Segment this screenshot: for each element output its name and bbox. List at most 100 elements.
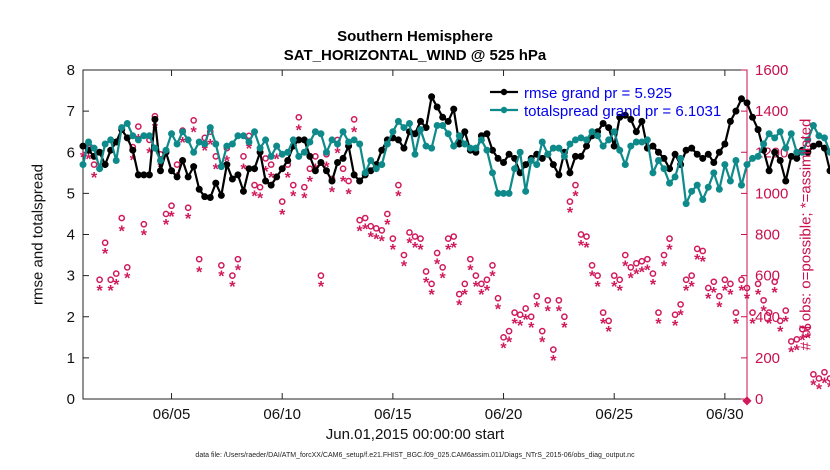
obs-possible-point [367, 222, 375, 230]
obs-assimilated-point: * [672, 318, 679, 335]
obs-possible-point [123, 264, 131, 271]
obs-assimilated-point: * [722, 283, 729, 300]
obs-assimilated-point: * [749, 316, 756, 333]
obs-assimilated-point: * [694, 252, 701, 269]
rmse-point [461, 128, 469, 136]
obs-assimilated-point: * [229, 279, 236, 296]
totalspread-point [671, 173, 679, 181]
y-right-tick-label: 600 [755, 268, 780, 285]
rmse-point [704, 150, 712, 158]
rmse-point [179, 156, 187, 164]
rmse-point [378, 146, 386, 154]
totalspread-point [367, 156, 375, 164]
obs-assimilated-point: * [390, 242, 397, 259]
totalspread-point [239, 132, 247, 140]
obs-assimilated-point: * [495, 302, 502, 319]
obs-assimilated-point: * [279, 207, 286, 224]
obs-possible-point [798, 325, 806, 333]
obs-assimilated-point: * [473, 279, 480, 296]
totalspread-point [173, 140, 181, 148]
rmse-point [654, 148, 662, 156]
obs-possible-point [538, 327, 546, 335]
obs-assimilated-point: * [716, 299, 723, 316]
obs-possible-point [594, 272, 601, 279]
obs-assimilated-point: * [124, 271, 131, 288]
totalspread-point [134, 136, 142, 144]
rmse-point [356, 177, 364, 185]
totalspread-point [583, 136, 591, 144]
totalspread-point [112, 156, 120, 164]
totalspread-point [378, 161, 386, 169]
rmse-point [483, 130, 491, 138]
totalspread-point [743, 161, 751, 169]
totalspread-point [356, 140, 364, 148]
obs-assimilated-point: * [578, 238, 585, 255]
rmse-point [273, 173, 281, 181]
totalspread-point [206, 124, 214, 132]
totalspread-point [787, 130, 795, 138]
obs-assimilated-point: * [290, 188, 297, 205]
rmse-point [688, 144, 696, 152]
rmse-point [627, 115, 635, 123]
obs-possible-point [361, 214, 369, 222]
obs-possible-point [312, 153, 319, 160]
totalspread-point [284, 148, 292, 156]
obs-assimilated-point: * [550, 353, 557, 370]
x-axis-label: Jun.01,2015 00:00:00 start [325, 426, 505, 443]
obs-assimilated-point: * [307, 174, 314, 191]
obs-possible-point [522, 305, 530, 312]
obs-assimilated-point: * [755, 287, 762, 304]
totalspread-point [251, 128, 259, 136]
totalspread-point [754, 152, 762, 160]
rmse-point [826, 167, 830, 175]
obs-possible-point [710, 278, 718, 286]
obs-possible-point [339, 165, 347, 173]
obs-possible-point [466, 255, 474, 263]
obs-assimilated-point: * [467, 262, 474, 279]
totalspread-point [179, 128, 187, 136]
y-axis-label-right: # of obs: o=possible; *=assimilated [797, 118, 815, 351]
obs-assimilated-point: * [650, 277, 657, 294]
totalspread-point [820, 134, 828, 142]
totalspread-point [621, 161, 629, 169]
obs-possible-point [549, 346, 557, 353]
chart-title-line-2: SAT_HORIZONTAL_WIND @ 525 hPa [283, 47, 547, 64]
rmse-point [599, 119, 607, 127]
obs-possible-point [776, 317, 784, 325]
obs-assimilated-point: * [572, 188, 579, 205]
obs-possible-point [444, 235, 452, 242]
obs-possible-point [704, 284, 712, 292]
obs-possible-point [190, 117, 198, 124]
x-tick-label: 06/30 [706, 406, 744, 423]
obs-possible-point [771, 278, 779, 286]
y-left-tick-label: 5 [67, 185, 75, 202]
obs-possible-point [693, 245, 701, 253]
obs-possible-point [749, 309, 756, 316]
obs-assimilated-point: * [805, 330, 812, 347]
rmse-point [699, 154, 707, 162]
totalspread-point [400, 124, 408, 132]
obs-assimilated-point: * [500, 341, 507, 358]
rmse-point [145, 171, 153, 179]
totalspread-point [809, 122, 817, 130]
obs-assimilated-point: * [589, 269, 596, 286]
obs-assimilated-point: * [583, 240, 590, 257]
rmse-point [251, 165, 259, 173]
totalspread-point [256, 144, 264, 152]
rmse-point [671, 150, 679, 158]
obs-assimilated-point: * [262, 164, 269, 181]
totalspread-point [643, 136, 651, 144]
obs-possible-point [566, 198, 574, 205]
obs-assimilated-point: * [334, 145, 341, 162]
totalspread-point [804, 136, 812, 144]
obs-possible-point [655, 309, 662, 316]
totalspread-point [688, 187, 696, 195]
obs-possible-point [229, 272, 236, 279]
rmse-point [234, 171, 242, 179]
x-tick-label: 06/25 [595, 406, 633, 423]
obs-possible-point [627, 264, 635, 271]
obs-assimilated-point: * [207, 137, 214, 154]
obs-possible-point [184, 204, 192, 212]
obs-assimilated-point: * [340, 174, 347, 191]
obs-possible-point [821, 368, 828, 376]
